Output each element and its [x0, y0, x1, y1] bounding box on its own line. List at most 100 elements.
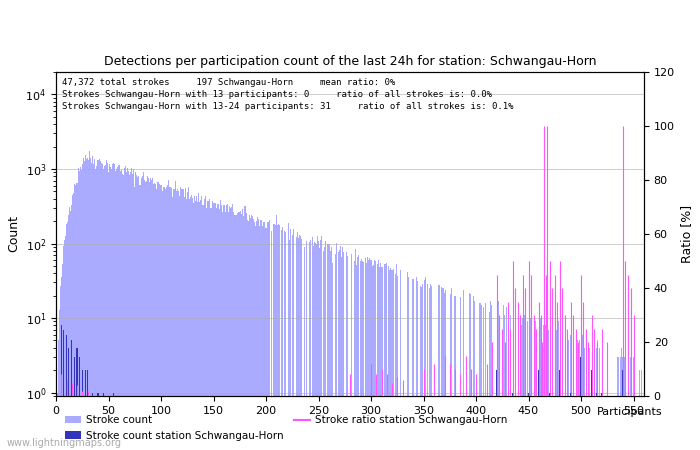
Bar	[407, 272, 408, 450]
Bar	[341, 257, 342, 450]
Bar	[85, 370, 86, 450]
Bar	[429, 288, 430, 450]
Bar	[133, 169, 134, 450]
Bar	[622, 370, 624, 450]
Bar	[601, 392, 603, 450]
Bar	[144, 180, 145, 450]
Bar	[63, 329, 64, 450]
Bar	[106, 160, 107, 450]
Bar	[639, 370, 640, 450]
Bar	[210, 207, 211, 450]
Bar	[186, 199, 187, 450]
Bar	[442, 288, 443, 450]
Bar	[171, 189, 172, 450]
Bar	[155, 184, 156, 450]
Bar	[110, 167, 111, 450]
Bar	[128, 171, 129, 450]
Bar	[223, 205, 225, 450]
Bar	[381, 266, 382, 450]
Bar	[84, 161, 85, 450]
Bar	[239, 212, 240, 450]
Bar	[213, 202, 214, 450]
Bar	[151, 180, 152, 450]
Bar	[366, 263, 368, 450]
Bar	[400, 270, 401, 450]
Bar	[257, 217, 258, 450]
Bar	[124, 167, 125, 450]
Bar	[427, 284, 428, 450]
Bar	[197, 202, 198, 450]
Bar	[61, 277, 62, 450]
Bar	[330, 248, 332, 450]
Bar	[473, 296, 475, 450]
Bar	[91, 163, 92, 450]
Bar	[548, 329, 549, 450]
Bar	[156, 189, 158, 450]
Bar	[185, 188, 186, 450]
Bar	[568, 341, 569, 450]
Bar	[282, 226, 284, 450]
Bar	[617, 357, 618, 450]
Bar	[71, 205, 72, 450]
Bar	[244, 206, 246, 450]
Bar	[57, 341, 59, 450]
Bar	[300, 236, 301, 450]
Bar	[127, 168, 128, 450]
Bar	[68, 216, 69, 450]
Bar	[276, 215, 277, 450]
Bar	[114, 164, 116, 450]
Bar	[250, 218, 251, 450]
Bar	[195, 202, 196, 450]
Bar	[255, 225, 256, 450]
Bar	[386, 263, 387, 450]
Bar	[164, 189, 166, 450]
Bar	[559, 370, 561, 450]
Bar	[378, 260, 379, 450]
Bar	[242, 209, 244, 450]
Bar	[321, 236, 322, 450]
Bar	[508, 318, 509, 450]
Bar	[230, 208, 231, 450]
Bar	[580, 357, 582, 450]
Bar	[530, 318, 531, 450]
Text: www.lightningmaps.org: www.lightningmaps.org	[7, 438, 122, 448]
Bar	[216, 207, 217, 450]
Bar	[279, 225, 280, 450]
Bar	[231, 207, 232, 450]
Bar	[233, 212, 234, 450]
Bar	[556, 329, 557, 450]
Bar	[170, 187, 171, 450]
Bar	[136, 175, 137, 450]
Bar	[412, 279, 414, 450]
Bar	[591, 370, 592, 450]
Bar	[382, 267, 383, 450]
Bar	[82, 370, 83, 450]
Bar	[521, 325, 522, 450]
Bar	[215, 203, 216, 450]
Bar	[549, 392, 550, 450]
Bar	[362, 261, 363, 450]
Bar	[316, 244, 317, 450]
Bar	[441, 287, 442, 450]
Bar	[241, 214, 242, 450]
Title: Detections per participation count of the last 24h for station: Schwangau-Horn: Detections per participation count of th…	[104, 55, 596, 68]
Bar	[443, 288, 444, 450]
Bar	[439, 285, 440, 450]
Bar	[65, 236, 66, 450]
Bar	[129, 175, 130, 450]
Bar	[148, 178, 149, 450]
Bar	[479, 303, 480, 450]
Bar	[519, 318, 521, 450]
Bar	[342, 248, 343, 450]
Bar	[480, 303, 481, 450]
Bar	[431, 286, 433, 450]
Bar	[618, 357, 620, 450]
Bar	[252, 216, 253, 450]
Bar	[120, 170, 122, 450]
Bar	[76, 348, 78, 450]
Bar	[212, 201, 213, 450]
Bar	[177, 189, 178, 450]
Bar	[527, 321, 528, 450]
Bar	[78, 357, 80, 450]
Bar	[540, 392, 542, 450]
